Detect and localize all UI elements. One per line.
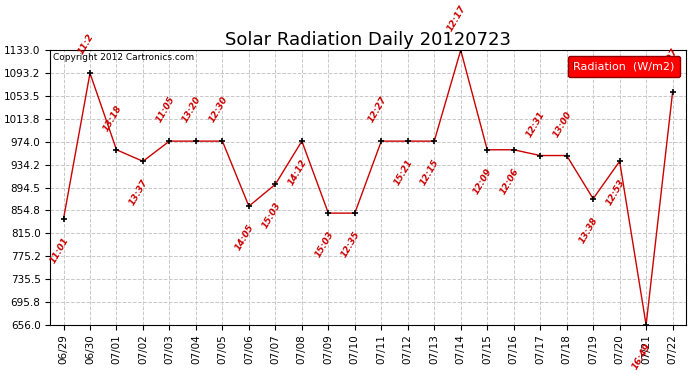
Legend: Radiation  (W/m2): Radiation (W/m2) [568, 56, 680, 77]
Text: 15:03: 15:03 [260, 201, 282, 230]
Text: 12:27: 12:27 [366, 95, 388, 124]
Text: 14:12: 14:12 [286, 158, 308, 187]
Text: 13:00: 13:00 [551, 110, 573, 139]
Text: 12:09: 12:09 [472, 166, 494, 196]
Text: 13:18: 13:18 [101, 104, 124, 133]
Text: 13:20: 13:20 [181, 95, 203, 124]
Text: 13:38: 13:38 [578, 215, 600, 245]
Text: 15:21: 15:21 [393, 158, 415, 187]
Text: 12:06: 12:06 [498, 166, 520, 196]
Text: 13:07: 13:07 [658, 46, 680, 75]
Text: Copyright 2012 Cartronics.com: Copyright 2012 Cartronics.com [53, 53, 195, 62]
Text: 11:2: 11:2 [77, 33, 95, 57]
Text: 13:37: 13:37 [128, 178, 150, 207]
Text: 12:17: 12:17 [446, 4, 468, 33]
Text: 12:30: 12:30 [207, 95, 229, 124]
Text: 12:15: 12:15 [419, 158, 441, 187]
Text: 11:05: 11:05 [154, 95, 177, 124]
Text: 12:35: 12:35 [339, 230, 362, 259]
Text: 11:01: 11:01 [48, 236, 70, 265]
Text: 14:05: 14:05 [234, 223, 256, 252]
Title: Solar Radiation Daily 20120723: Solar Radiation Daily 20120723 [225, 31, 511, 49]
Text: 15:03: 15:03 [313, 230, 335, 259]
Text: 12:31: 12:31 [525, 110, 547, 139]
Text: 12:53: 12:53 [604, 178, 627, 207]
Text: 16:49: 16:49 [631, 342, 653, 371]
